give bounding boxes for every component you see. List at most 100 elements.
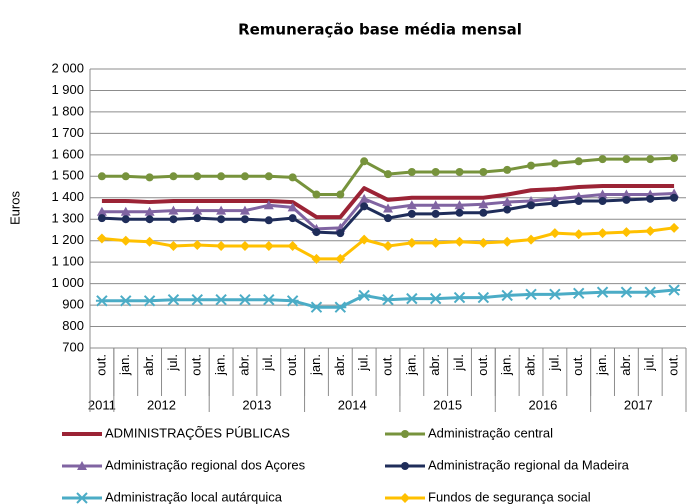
marker — [407, 209, 416, 218]
x-tick-label: out. — [284, 354, 299, 376]
marker — [97, 214, 106, 223]
y-tick-label: 1 400 — [51, 189, 84, 204]
marker — [335, 253, 346, 264]
marker — [527, 161, 536, 170]
legend-label: Fundos de segurança social — [428, 489, 591, 504]
legend-item: Administração regional dos Açores — [62, 457, 306, 472]
marker — [527, 201, 536, 210]
marker — [384, 170, 392, 179]
marker — [644, 286, 657, 298]
marker — [598, 196, 607, 205]
x-tick-label: jul. — [260, 354, 275, 372]
marker — [143, 295, 156, 307]
x-tick-label: jan. — [117, 354, 132, 376]
marker — [240, 172, 249, 181]
marker — [621, 227, 632, 238]
marker — [264, 172, 273, 181]
marker — [262, 294, 275, 306]
marker — [503, 165, 512, 174]
marker — [383, 203, 393, 213]
marker — [502, 197, 513, 207]
marker — [622, 195, 631, 204]
marker — [167, 294, 180, 306]
marker — [216, 241, 227, 252]
marker — [192, 205, 203, 215]
y-tick-label: 700 — [62, 339, 84, 354]
marker — [288, 173, 297, 182]
marker — [646, 194, 655, 203]
legend-item: Fundos de segurança social — [385, 489, 591, 504]
marker — [455, 168, 464, 177]
x-group-label: 2015 — [433, 397, 462, 412]
marker — [572, 287, 585, 299]
marker — [453, 291, 466, 304]
marker — [217, 172, 226, 181]
marker — [240, 215, 249, 224]
y-tick-label: 1 100 — [51, 254, 84, 269]
series-line — [101, 183, 675, 220]
marker — [216, 205, 227, 215]
legend-item: ADMINISTRAÇÕES PÚBLICAS — [62, 425, 290, 440]
marker — [359, 193, 370, 203]
marker — [96, 206, 107, 216]
marker — [431, 209, 440, 218]
marker — [360, 157, 369, 166]
x-tick-label: jul. — [546, 354, 561, 372]
x-tick-label: jul. — [165, 354, 180, 372]
marker — [407, 168, 416, 177]
x-group-label: 2016 — [528, 397, 557, 412]
marker — [76, 492, 88, 504]
marker — [264, 216, 273, 225]
marker — [95, 295, 108, 307]
marker — [429, 292, 442, 305]
marker — [526, 234, 537, 245]
marker — [263, 241, 274, 252]
marker — [169, 215, 178, 224]
marker — [430, 200, 441, 210]
marker — [597, 228, 608, 239]
marker — [192, 239, 203, 250]
marker — [239, 205, 250, 215]
marker — [668, 284, 681, 296]
legend-item: Administração local autárquica — [62, 489, 283, 504]
x-tick-label: out. — [93, 354, 108, 376]
marker — [549, 228, 560, 239]
marker — [121, 215, 130, 224]
marker — [670, 193, 679, 202]
x-tick-label: jan. — [594, 354, 609, 376]
marker — [622, 155, 631, 164]
marker — [359, 234, 370, 245]
marker — [454, 200, 465, 210]
marker — [620, 286, 633, 298]
marker — [144, 206, 155, 216]
x-tick-label: jan. — [213, 354, 228, 376]
marker — [405, 292, 418, 305]
marker — [168, 241, 179, 252]
marker — [454, 236, 465, 247]
marker — [144, 236, 155, 247]
marker — [401, 462, 409, 470]
marker — [193, 172, 202, 181]
marker — [502, 236, 513, 247]
marker — [430, 237, 441, 248]
x-group-label: 2011 — [88, 397, 116, 412]
x-tick-label: abr. — [332, 354, 347, 376]
marker — [288, 214, 297, 223]
x-tick-label: abr. — [427, 354, 442, 376]
chart-title: Remuneração base média mensal — [238, 21, 522, 39]
marker — [598, 155, 607, 164]
marker — [548, 288, 561, 301]
marker — [238, 294, 251, 306]
marker — [550, 199, 559, 208]
marker — [168, 205, 179, 215]
x-tick-label: out. — [570, 354, 585, 376]
marker — [406, 237, 417, 248]
y-tick-label: 1 800 — [51, 103, 84, 118]
marker — [310, 301, 323, 313]
marker — [455, 208, 464, 217]
marker — [596, 286, 609, 298]
x-tick-label: jan. — [499, 354, 514, 376]
y-tick-label: 1 300 — [51, 211, 84, 226]
x-tick-label: abr. — [141, 354, 156, 376]
